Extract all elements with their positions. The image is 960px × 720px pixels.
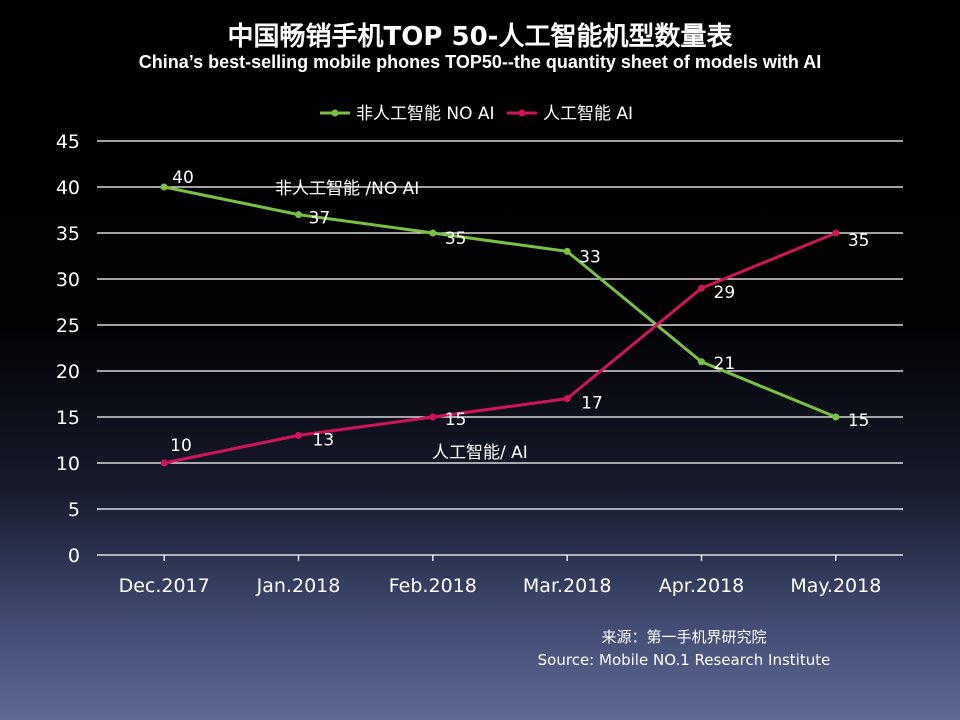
data-label: 40 xyxy=(172,168,194,188)
legend-label: 人工智能 AI xyxy=(543,104,633,124)
legend: 非人工智能 NO AI 人工智能 AI xyxy=(320,104,633,124)
chart-title: 中国畅销手机TOP 50-人工智能机型数量表 xyxy=(227,22,733,52)
data-point xyxy=(295,211,302,219)
legend-swatch-marker xyxy=(331,109,339,117)
data-label: 29 xyxy=(714,283,736,303)
y-tick-label: 20 xyxy=(56,361,80,383)
data-point xyxy=(295,431,302,439)
data-point xyxy=(160,459,168,467)
data-label: 21 xyxy=(714,354,736,374)
source-en: Source: Mobile NO.1 Research Institute xyxy=(537,651,831,669)
y-tick-label: 30 xyxy=(56,269,80,291)
y-tick-label: 10 xyxy=(56,453,80,475)
legend-label: 非人工智能 NO AI xyxy=(356,104,495,124)
data-point xyxy=(698,284,705,292)
series-layer xyxy=(160,183,840,467)
data-label: 35 xyxy=(848,231,870,251)
y-tick-label: 15 xyxy=(56,407,80,429)
y-tick-label: 25 xyxy=(56,315,80,337)
data-label: 33 xyxy=(579,247,601,267)
y-tick-label: 0 xyxy=(68,545,80,567)
data-point xyxy=(563,247,571,255)
source-cn: 来源：第一手机界研究院 xyxy=(601,628,767,646)
data-label: 35 xyxy=(445,229,467,249)
y-tick-label: 5 xyxy=(68,499,80,521)
label-layer: 40 37 35 33 21 15 非人工智能 /NO AI 10 13 15 17 29 35 人工智能… xyxy=(170,168,869,463)
data-label: 37 xyxy=(309,209,331,229)
axis-layer: 0 5 10 15 20 25 30 35 40 45 Dec.2017 Jan.2018 Feb.20… xyxy=(56,131,882,597)
data-point xyxy=(832,413,840,421)
series-line-1 xyxy=(163,231,837,465)
source-note: 来源：第一手机界研究院 Source: Mobile NO.1 Research… xyxy=(504,626,864,672)
y-tick-label: 45 xyxy=(56,131,80,153)
series-annotation: 人工智能/ AI xyxy=(432,443,528,463)
series-line-0 xyxy=(163,185,837,419)
y-tick-label: 35 xyxy=(56,223,80,245)
data-label: 17 xyxy=(581,394,603,414)
x-tick-label: Feb.2018 xyxy=(389,575,477,597)
data-point xyxy=(832,229,840,237)
x-tick-label: Apr.2018 xyxy=(659,575,745,597)
data-point xyxy=(429,229,437,237)
y-tick-label: 40 xyxy=(56,177,80,199)
legend-swatch-marker xyxy=(518,109,526,117)
series-annotation: 非人工智能 /NO AI xyxy=(275,179,419,199)
data-point xyxy=(429,413,437,421)
data-point xyxy=(698,358,705,366)
data-label: 13 xyxy=(313,430,335,450)
data-label: 10 xyxy=(170,436,192,456)
data-label: 15 xyxy=(445,410,467,430)
data-point xyxy=(563,395,571,403)
x-tick-label: May.2018 xyxy=(790,575,881,597)
data-label: 15 xyxy=(848,411,870,431)
data-point xyxy=(160,183,168,191)
x-tick-label: Dec.2017 xyxy=(119,575,210,597)
chart-subtitle: China’s best-selling mobile phones TOP50… xyxy=(138,52,822,72)
grid-layer xyxy=(97,140,903,556)
x-tick-label: Jan.2018 xyxy=(256,575,341,597)
x-tick-label: Mar.2018 xyxy=(523,575,612,597)
